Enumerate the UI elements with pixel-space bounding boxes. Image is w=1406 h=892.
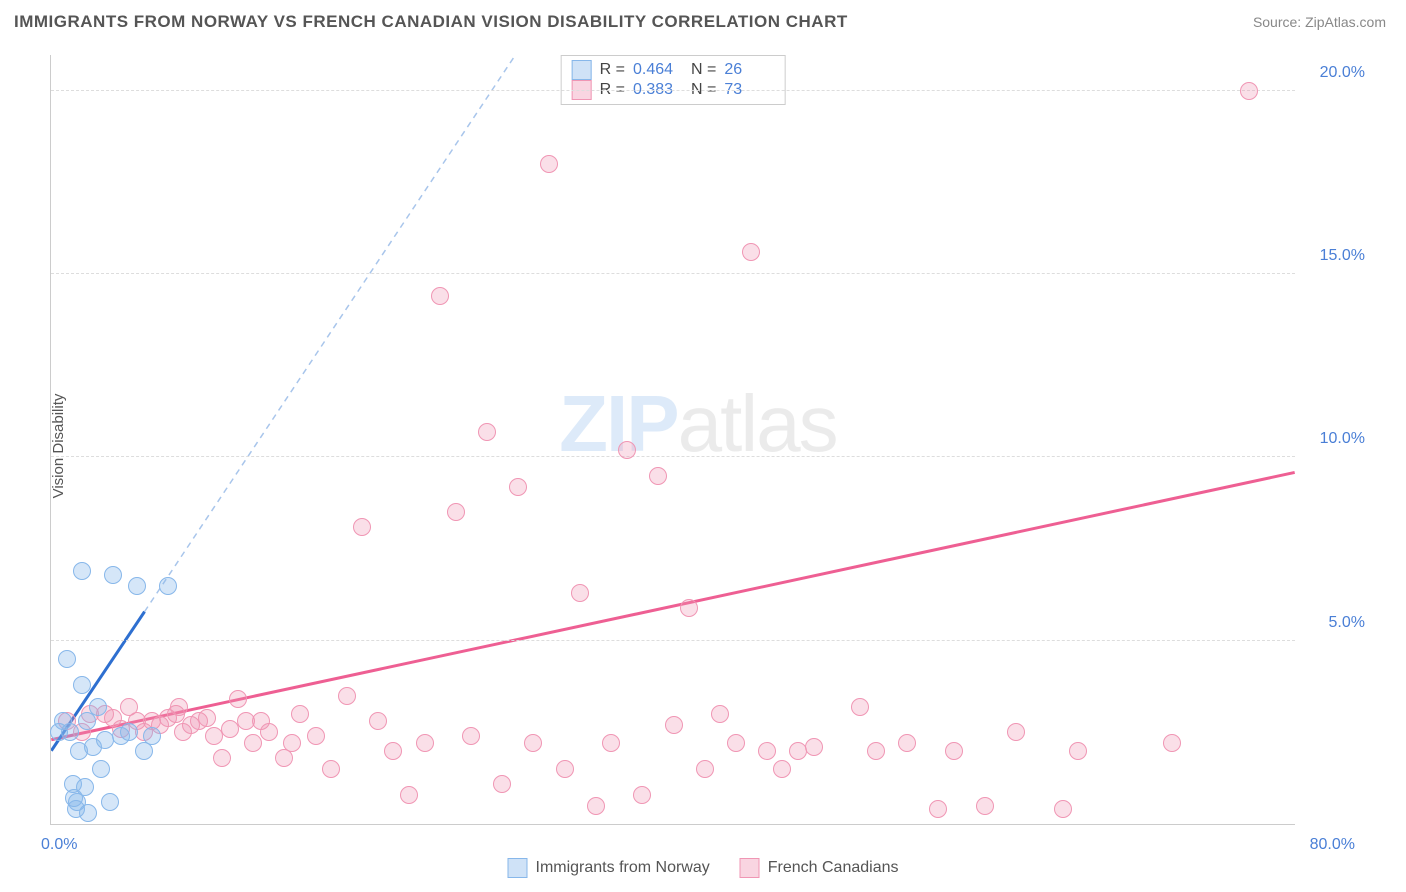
data-point [143,727,161,745]
data-point [369,712,387,730]
data-point [649,467,667,485]
data-point [867,742,885,760]
data-point [89,698,107,716]
y-tick: 15.0% [1305,247,1365,265]
r-value: 0.464 [633,61,683,79]
data-point [633,786,651,804]
stats-row: R = 0.464 N = 26 [572,60,775,80]
data-point [602,734,620,752]
data-point [618,441,636,459]
data-point [447,503,465,521]
data-point [1240,82,1258,100]
legend-item: French Canadians [740,858,899,878]
data-point [61,723,79,741]
data-point [851,698,869,716]
trend-lines [51,55,1295,824]
data-point [898,734,916,752]
data-point [462,727,480,745]
swatch-icon [740,858,760,878]
data-point [711,705,729,723]
data-point [1163,734,1181,752]
data-point [478,423,496,441]
data-point [1054,800,1072,818]
data-point [665,716,683,734]
data-point [92,760,110,778]
data-point [696,760,714,778]
data-point [73,562,91,580]
bottom-legend: Immigrants from Norway French Canadians [508,858,899,878]
data-point [291,705,309,723]
data-point [384,742,402,760]
r-label: R = [600,61,625,79]
legend-item: Immigrants from Norway [508,858,710,878]
data-point [198,709,216,727]
gridline [51,90,1295,91]
n-label: N = [691,61,716,79]
data-point [213,749,231,767]
data-point [101,793,119,811]
swatch-icon [508,858,528,878]
gridline [51,273,1295,274]
y-tick: 20.0% [1305,64,1365,82]
x-tick-min: 0.0% [41,836,77,854]
stats-legend: R =0.464N =26R =0.383N =73 [561,55,786,105]
gridline [51,640,1295,641]
data-point [79,804,97,822]
data-point [805,738,823,756]
data-point [353,518,371,536]
y-tick: 5.0% [1305,614,1365,632]
y-tick: 10.0% [1305,430,1365,448]
data-point [128,577,146,595]
data-point [742,243,760,261]
data-point [73,676,91,694]
data-point [338,687,356,705]
gridline [51,456,1295,457]
data-point [773,760,791,778]
data-point [120,723,138,741]
data-point [159,577,177,595]
data-point [229,690,247,708]
data-point [307,727,325,745]
data-point [540,155,558,173]
x-tick-max: 80.0% [1310,836,1355,854]
data-point [976,797,994,815]
data-point [322,760,340,778]
data-point [587,797,605,815]
data-point [929,800,947,818]
n-value: 26 [724,61,774,79]
data-point [556,760,574,778]
data-point [400,786,418,804]
data-point [104,709,122,727]
data-point [680,599,698,617]
data-point [1007,723,1025,741]
data-point [571,584,589,602]
data-point [416,734,434,752]
data-point [945,742,963,760]
legend-label: Immigrants from Norway [536,859,710,877]
data-point [76,778,94,796]
page-title: IMMIGRANTS FROM NORWAY VS FRENCH CANADIA… [14,12,848,32]
data-point [260,723,278,741]
data-point [727,734,745,752]
swatch-icon [572,60,592,80]
data-point [78,712,96,730]
data-point [509,478,527,496]
data-point [758,742,776,760]
data-point [431,287,449,305]
data-point [283,734,301,752]
legend-label: French Canadians [768,859,899,877]
data-point [104,566,122,584]
data-point [58,650,76,668]
data-point [524,734,542,752]
data-point [493,775,511,793]
data-point [170,698,188,716]
data-point [1069,742,1087,760]
data-point [244,734,262,752]
scatter-plot: ZIPatlas R =0.464N =26R =0.383N =73 0.0%… [50,55,1295,825]
source-attribution: Source: ZipAtlas.com [1253,14,1386,30]
